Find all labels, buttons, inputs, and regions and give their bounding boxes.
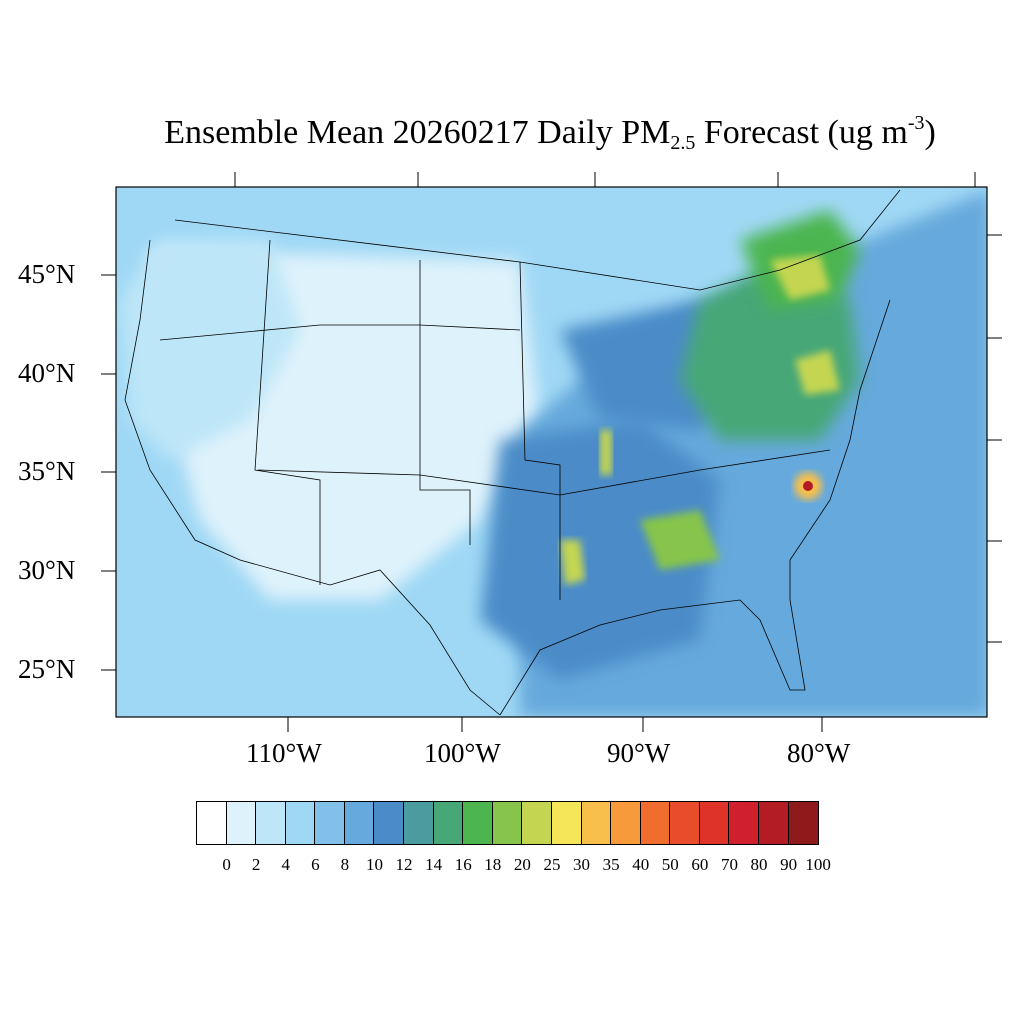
colorbar-label: 100 <box>805 855 831 874</box>
lat-label: 30°N <box>18 555 76 585</box>
colorbar-swatch <box>256 802 286 844</box>
colorbar-swatch <box>374 802 405 844</box>
colorbar-swatch <box>699 802 730 844</box>
colorbar-label: 8 <box>340 855 350 874</box>
colorbar-label: 35 <box>602 855 620 874</box>
colorbar-label: 6 <box>311 855 320 874</box>
field-ohio-valley <box>680 260 860 440</box>
boundaries <box>124 189 901 716</box>
colorbar-swatch <box>640 802 671 844</box>
colorbar-swatch <box>433 802 464 844</box>
colorbar-label: 90 <box>780 855 798 874</box>
colorbar-swatch <box>581 802 612 844</box>
colorbar-swatch <box>729 802 759 844</box>
colorbar-label: 4 <box>281 855 290 874</box>
colorbar-swatch <box>611 802 641 844</box>
lon-label: 110°W <box>246 738 322 768</box>
colorbar-label: 80 <box>750 855 768 874</box>
colorbar-label: 40 <box>632 855 650 874</box>
lat-label: 35°N <box>18 456 76 486</box>
colorbar-label: 25 <box>543 855 561 874</box>
colorbar-swatch <box>404 802 434 844</box>
colorbar-swatch <box>315 802 345 844</box>
map-title: Ensemble Mean 20260217 Daily PM2.5 Forec… <box>164 112 936 154</box>
colorbar-label: 30 <box>573 855 591 874</box>
colorbar-label: 14 <box>425 855 443 874</box>
colorbar-label: 2 <box>251 855 261 874</box>
colorbar-label: 10 <box>365 855 383 874</box>
lat-label: 25°N <box>18 654 76 684</box>
colorbar-label: 18 <box>484 855 502 874</box>
colorbar-swatch <box>758 802 789 844</box>
colorbar-swatch <box>492 802 523 844</box>
colorbar <box>196 801 820 845</box>
colorbar-swatch <box>670 802 700 844</box>
colorbar-swatch <box>197 802 227 844</box>
lon-label: 80°W <box>787 738 851 768</box>
colorbar-label: 70 <box>720 855 738 874</box>
concentration-field <box>116 187 987 717</box>
colorbar-swatch <box>788 802 819 844</box>
colorbar-label: 20 <box>513 855 531 874</box>
lat-label: 45°N <box>18 259 76 289</box>
lon-label: 90°W <box>607 738 671 768</box>
colorbar-label: 60 <box>691 855 709 874</box>
colorbar-label: 12 <box>395 855 413 874</box>
lon-label: 100°W <box>424 738 501 768</box>
colorbar-swatch <box>285 802 316 844</box>
colorbar-label: 16 <box>454 855 472 874</box>
colorbar-swatch <box>551 802 582 844</box>
map-frame <box>115 186 988 718</box>
colorbar-label: 50 <box>661 855 679 874</box>
lat-label: 40°N <box>18 358 76 388</box>
colorbar-swatch <box>522 802 552 844</box>
colorbar-swatch <box>463 802 493 844</box>
colorbar-label: 0 <box>222 855 231 874</box>
colorbar-swatch <box>226 802 257 844</box>
ticks <box>101 172 1002 732</box>
colorbar-swatch <box>344 802 375 844</box>
